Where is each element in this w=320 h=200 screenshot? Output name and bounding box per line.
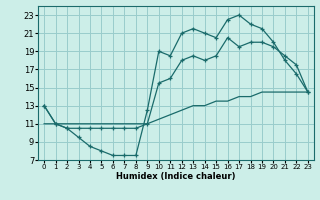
- X-axis label: Humidex (Indice chaleur): Humidex (Indice chaleur): [116, 172, 236, 181]
